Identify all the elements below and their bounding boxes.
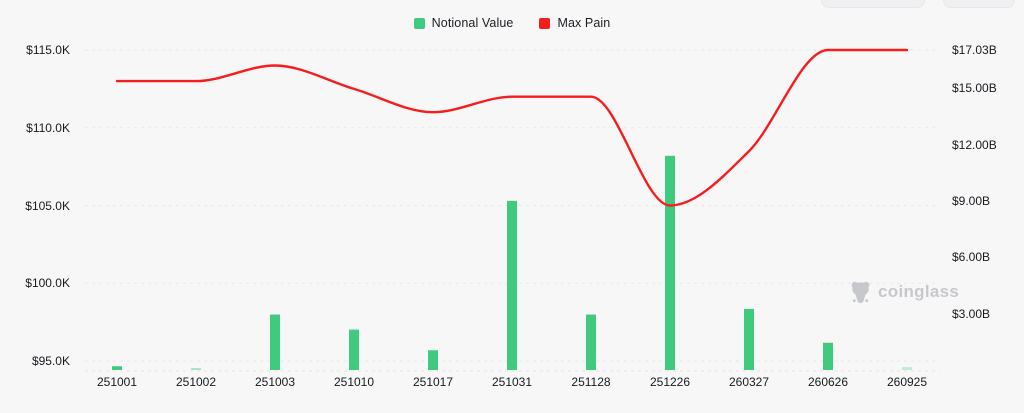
right-axis-tick: $9.00B <box>952 193 991 208</box>
bar-260327[interactable] <box>744 308 754 370</box>
bar-251001[interactable] <box>112 366 122 370</box>
bar-260626[interactable] <box>823 342 833 370</box>
bar-251010[interactable] <box>349 329 359 370</box>
left-axis-tick: $115.0K <box>26 43 70 57</box>
x-axis-label-260626: 260626 <box>807 375 849 389</box>
legend-item-max-pain[interactable]: Max Pain <box>539 16 610 30</box>
right-axis-tick: $6.00B <box>952 250 991 265</box>
left-axis-tick: $100.0K <box>25 276 70 291</box>
left-axis-tick: $105.0K <box>25 198 70 213</box>
x-axis-label-251001: 251001 <box>96 375 138 389</box>
right-axis-tick: $12.00B <box>952 137 997 152</box>
x-axis-label-260925: 260925 <box>886 375 928 389</box>
right-axis-tick: $3.00B <box>952 306 991 321</box>
x-axis-label-251003: 251003 <box>254 375 296 389</box>
chart-legend: Notional Value Max Pain <box>0 16 1024 30</box>
bar-260925[interactable] <box>902 367 912 370</box>
bar-251002[interactable] <box>191 368 201 370</box>
x-axis-label-251226: 251226 <box>649 375 691 389</box>
x-axis-label-251017: 251017 <box>412 375 454 389</box>
bar-251003[interactable] <box>270 314 280 370</box>
x-axis-label-260327: 260327 <box>728 375 770 389</box>
legend-label: Notional Value <box>431 16 514 30</box>
x-axis-label-251128: 251128 <box>571 375 611 389</box>
right-axis-tick: $15.00B <box>952 81 997 96</box>
right-axis-tick: $17.03B <box>952 43 997 57</box>
bar-251031[interactable] <box>507 200 517 370</box>
left-axis-tick: $95.0K <box>31 354 70 368</box>
bar-251128[interactable] <box>586 314 596 370</box>
legend-label: Max Pain <box>557 16 611 30</box>
max-pain-line <box>115 48 909 207</box>
left-axis-tick: $110.0K <box>26 120 70 135</box>
max-pain-swatch-icon <box>539 17 551 29</box>
x-axis-label-251010: 251010 <box>333 375 375 389</box>
bar-251017[interactable] <box>428 350 438 370</box>
notional-value-swatch-icon <box>413 17 425 29</box>
bar-251226[interactable] <box>665 155 675 370</box>
x-axis-label-251002: 251002 <box>175 375 217 389</box>
legend-item-notional-value[interactable]: Notional Value <box>413 16 514 30</box>
x-axis-label-251031: 251031 <box>491 375 533 389</box>
